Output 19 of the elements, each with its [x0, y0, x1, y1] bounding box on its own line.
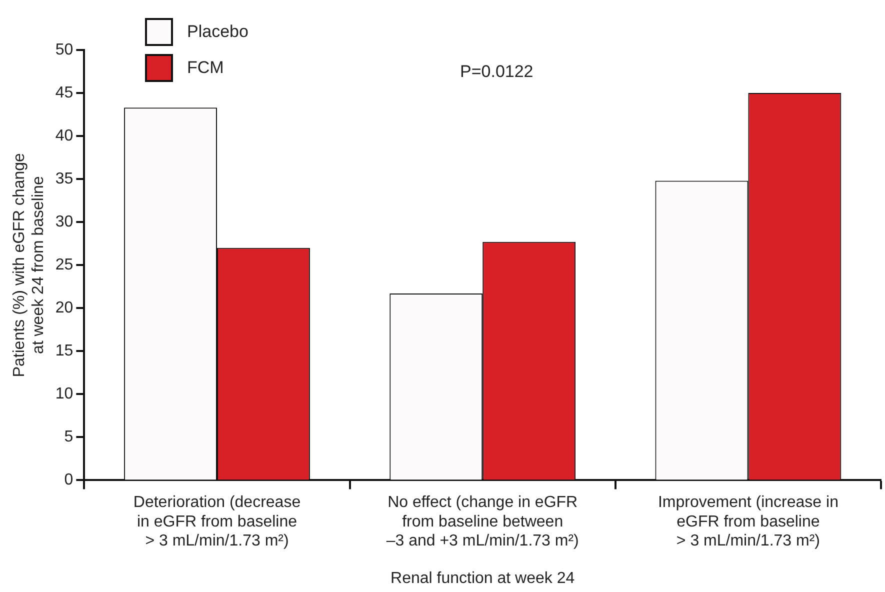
y-tick-label: 5: [64, 428, 74, 446]
x-tick-label: No effect (change in eGFR from baseline between –3 and +3 mL/min/1.73 m²): [386, 494, 579, 550]
legend-label: Placebo: [187, 22, 248, 42]
y-tick-label: 10: [55, 386, 74, 403]
y-tick-label: 15: [55, 342, 74, 360]
legend-label: FCM: [187, 58, 224, 78]
y-tick-label: 35: [55, 170, 74, 188]
y-tick-label: 0: [64, 472, 74, 489]
y-tick-label: 45: [55, 84, 74, 102]
y-tick-label: 25: [55, 256, 74, 274]
y-tick-label: 40: [55, 127, 74, 144]
x-axis-title: Renal function at week 24: [390, 570, 575, 587]
y-tick-label: 20: [55, 300, 74, 317]
y-axis-title: Patients (%) with eGFR change at week 24 from baseline: [11, 152, 48, 378]
y-tick-label: 50: [55, 41, 74, 58]
x-tick-label: Deterioration (decrease in eGFR from baseline > 3 mL/min/1.73 m²): [133, 494, 301, 550]
annotation: P=0.0122: [460, 62, 534, 82]
x-tick-label: Improvement (increase in eGFR from baseline > 3 mL/min/1.73 m²): [658, 494, 838, 550]
y-tick-label: 30: [55, 213, 74, 230]
